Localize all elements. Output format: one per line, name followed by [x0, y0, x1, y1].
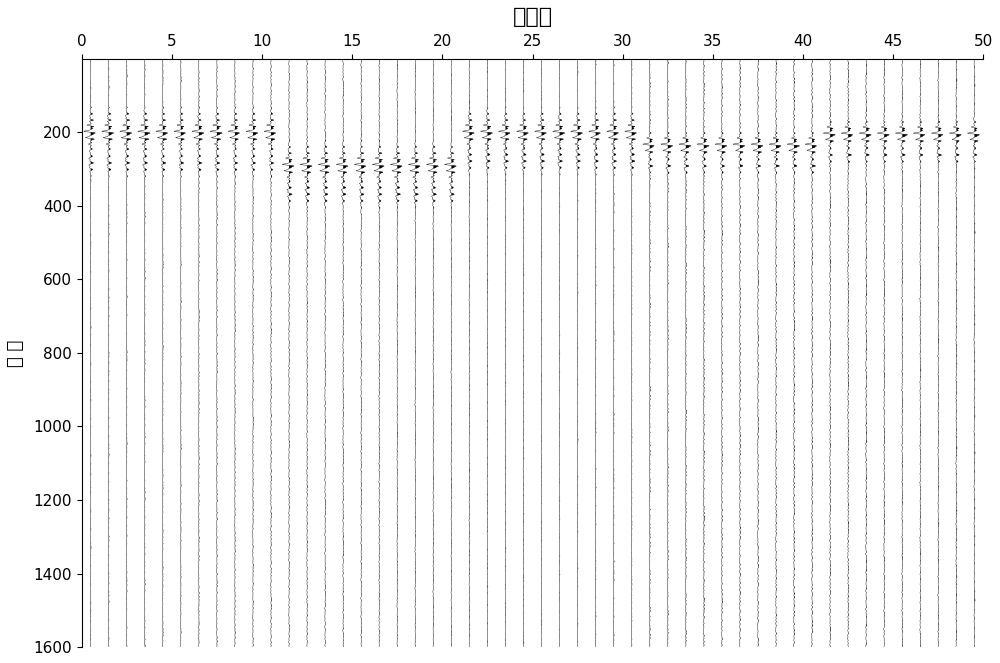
Y-axis label: 回 时: 回 时 — [7, 339, 25, 367]
Title: 迹编号: 迹编号 — [512, 7, 553, 27]
